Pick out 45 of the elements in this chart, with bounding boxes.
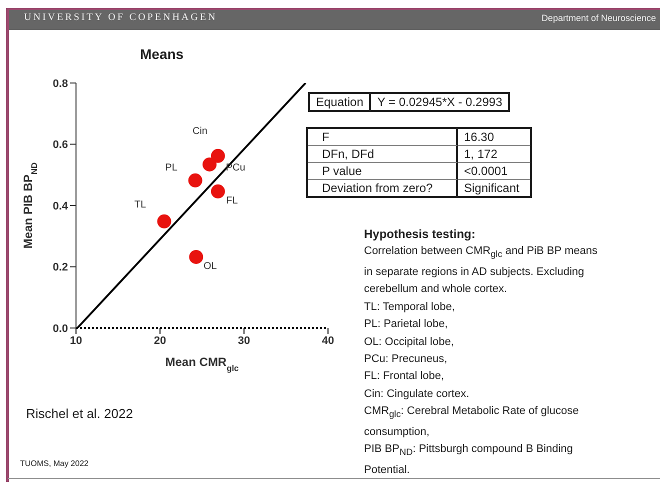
annotation: PCu: [226, 162, 246, 174]
annotation: PL: [165, 162, 178, 174]
text: <0.0001: [458, 162, 530, 179]
text: PL: Parietal lobe,: [364, 317, 449, 332]
y-tick-label: 0.6: [52, 139, 68, 152]
y-tick-label: 0.8: [52, 78, 68, 90]
annotation: Deviation from zero?: [308, 179, 458, 196]
text: UNIVERSITY OF COPENHAGEN: [24, 12, 218, 23]
annotation: P value: [308, 162, 458, 179]
annotation: DFn, DFd: [308, 145, 458, 162]
text: Y = 0.02945*X - 0.2993: [376, 94, 504, 110]
x-tick-label: 20: [154, 334, 166, 347]
annotation: OL: [203, 260, 218, 272]
text: consumption,: [364, 424, 430, 440]
text: Potential.: [364, 462, 411, 478]
text: Rischel et al. 2022: [26, 406, 133, 421]
x-tick-label: 10: [70, 334, 82, 347]
text: 16.30: [463, 129, 496, 145]
chart-title: Means: [140, 46, 184, 62]
annotation: FL: [226, 195, 238, 206]
text: Cin: Cingulate cortex.: [364, 386, 470, 402]
text: OL: Occipital lobe,: [364, 334, 455, 350]
annotation: F: [308, 129, 458, 145]
text: TL: Temporal lobe,: [364, 300, 456, 315]
annotation: TL: [134, 199, 146, 210]
annotation: Equation: [310, 94, 372, 110]
text: PCu: Precuneus,: [364, 352, 448, 368]
x-tick-label: 30: [238, 334, 250, 347]
text: Significant: [458, 179, 530, 196]
text: in separate regions in AD subjects. Excluding: [364, 265, 586, 280]
annotation: Cin: [192, 126, 208, 137]
y-tick-label: 0.0: [52, 322, 68, 335]
text: Correlation between CMR$_{glc}$ and PiB BP means: [364, 244, 598, 262]
text: CMR$_{glc}$: Cerebral Metabolic Rate of glucose: [364, 404, 580, 422]
text: Department of Neuroscience: [541, 13, 656, 23]
text: TUOMS, May 2022: [20, 459, 88, 468]
x-axis-title: Mean CMR$_{glc}$: [165, 355, 240, 373]
y-tick-label: 0.2: [52, 262, 68, 274]
text: Hypothesis testing:: [364, 226, 476, 243]
y-tick-label: 0.4: [52, 200, 69, 212]
text: cerebellum and whole cortex.: [364, 282, 508, 298]
text: FL: Frontal lobe,: [364, 369, 446, 384]
x-tick-label: 40: [322, 334, 334, 347]
text: 1, 172: [458, 145, 530, 162]
text: PIB BP$_{ND}$: Pittsburgh compound B Binding: [364, 442, 574, 460]
